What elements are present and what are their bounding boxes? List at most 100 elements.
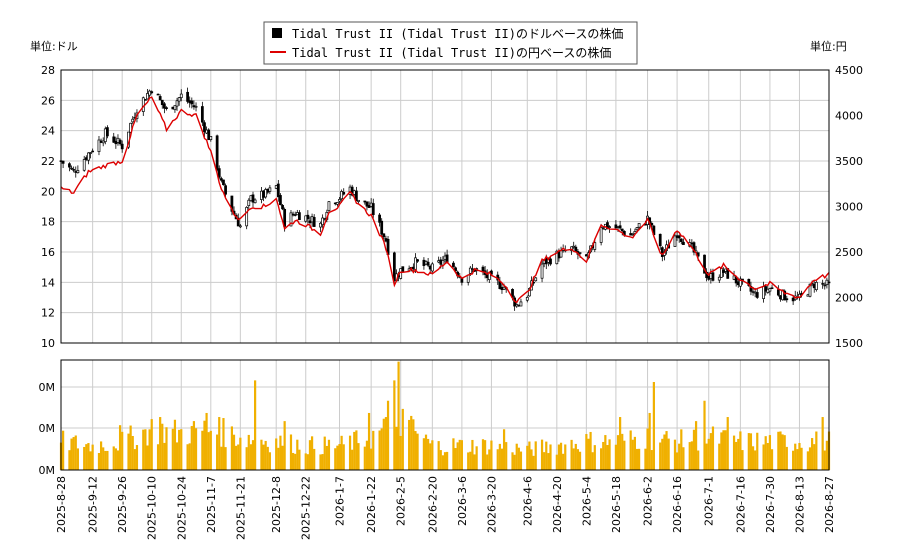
right-tick-label: 2500 bbox=[835, 246, 863, 259]
volume-bar bbox=[173, 419, 177, 470]
candle-body bbox=[422, 259, 426, 266]
volume-bar bbox=[483, 440, 487, 470]
volume-bar bbox=[91, 444, 94, 470]
volume-bar bbox=[249, 444, 252, 470]
volume-bar bbox=[469, 451, 472, 470]
volume-bar bbox=[220, 446, 223, 470]
volume-bar bbox=[348, 435, 352, 470]
x-tick-label: 2026-1-7 bbox=[334, 476, 347, 526]
x-tick-label: 2025-11-21 bbox=[234, 476, 247, 540]
candle-body bbox=[557, 251, 561, 259]
volume-bar bbox=[146, 445, 149, 470]
volume-bar bbox=[777, 431, 780, 470]
candle-body bbox=[295, 212, 299, 216]
volume-bar bbox=[254, 380, 257, 470]
candle-body bbox=[253, 199, 257, 204]
volume-bar bbox=[705, 443, 708, 470]
volume-bar bbox=[471, 439, 474, 470]
candle-body bbox=[215, 135, 219, 171]
candle-body bbox=[808, 283, 812, 297]
candle-body bbox=[91, 150, 95, 153]
candle-body bbox=[298, 212, 301, 221]
volume-bar bbox=[572, 448, 575, 470]
candle-body bbox=[158, 96, 162, 101]
x-tick-label: 2025-12-8 bbox=[270, 476, 283, 533]
candle-body bbox=[660, 247, 664, 257]
volume-bar bbox=[505, 442, 508, 470]
volume-bar bbox=[163, 442, 166, 470]
x-tick-label: 2026-4-20 bbox=[551, 476, 564, 533]
x-tick-label: 2026-2-20 bbox=[426, 476, 439, 533]
volume-bar bbox=[608, 439, 611, 470]
volume-bar bbox=[821, 417, 824, 470]
candle-body bbox=[593, 242, 597, 250]
candle-body bbox=[116, 137, 120, 143]
candle-body bbox=[825, 279, 829, 286]
volume-bar bbox=[207, 432, 210, 470]
candle-body bbox=[114, 140, 118, 145]
volume-bar bbox=[635, 448, 639, 470]
candle-body bbox=[247, 199, 251, 207]
volume-plot-frame bbox=[60, 359, 830, 471]
candle-body bbox=[129, 122, 133, 133]
volume-bar bbox=[325, 445, 328, 470]
volume-bar bbox=[697, 450, 700, 470]
left-tick-label: 24 bbox=[41, 125, 55, 138]
candle-body bbox=[709, 273, 713, 279]
volume-bar bbox=[161, 423, 164, 470]
volume-bar bbox=[296, 439, 299, 470]
volume-bar bbox=[530, 449, 533, 470]
candle-body bbox=[635, 227, 639, 231]
volume-bar bbox=[768, 435, 772, 470]
candle-body bbox=[308, 220, 312, 224]
right-tick-label: 4500 bbox=[835, 64, 863, 77]
candle-body bbox=[262, 190, 265, 198]
candle-body bbox=[540, 263, 544, 279]
volume-bar bbox=[353, 431, 356, 470]
volume-bar bbox=[473, 454, 476, 470]
volume-bar bbox=[540, 439, 544, 470]
volume-bar bbox=[150, 419, 153, 470]
volume-bar bbox=[251, 440, 255, 470]
candle-body bbox=[266, 188, 270, 193]
candle-body bbox=[382, 233, 386, 238]
candle-body bbox=[534, 277, 538, 282]
volume-bar bbox=[186, 444, 189, 470]
candle-body bbox=[156, 93, 160, 96]
volume-bar bbox=[116, 450, 120, 470]
volume-bar bbox=[779, 431, 782, 470]
candle-body bbox=[753, 291, 757, 294]
volume-bar bbox=[741, 450, 744, 470]
candle-body bbox=[194, 105, 198, 108]
candle-body bbox=[84, 157, 88, 160]
volume-bar bbox=[578, 451, 582, 470]
volume-bar bbox=[703, 400, 706, 470]
volume-bar bbox=[500, 448, 504, 470]
candle-body bbox=[209, 136, 213, 140]
volume-bar bbox=[399, 435, 402, 470]
volume-bar bbox=[559, 442, 563, 470]
volume-bar bbox=[808, 447, 812, 470]
candle-body bbox=[101, 140, 105, 144]
right-unit-label: 単位:円 bbox=[810, 39, 847, 53]
volume-bar bbox=[547, 453, 550, 470]
candle-body bbox=[768, 288, 772, 292]
volume-bar bbox=[675, 452, 679, 470]
volume-bar bbox=[310, 436, 314, 470]
candle-body bbox=[601, 227, 605, 230]
volume-bar bbox=[89, 451, 92, 470]
volume-bar bbox=[175, 442, 179, 470]
volume-bar bbox=[386, 400, 390, 470]
candle-body bbox=[131, 118, 135, 123]
legend-usd-marker bbox=[272, 28, 282, 38]
volume-bar bbox=[416, 433, 419, 470]
candle-body bbox=[690, 242, 694, 245]
candle-body bbox=[338, 199, 341, 202]
volume-bar bbox=[230, 426, 234, 470]
candle-body bbox=[274, 185, 278, 189]
candle-body bbox=[614, 224, 618, 229]
candle-body bbox=[342, 192, 346, 195]
candle-body bbox=[188, 100, 192, 104]
volume-bar bbox=[543, 452, 546, 470]
x-tick-label: 2026-6-16 bbox=[671, 476, 684, 533]
